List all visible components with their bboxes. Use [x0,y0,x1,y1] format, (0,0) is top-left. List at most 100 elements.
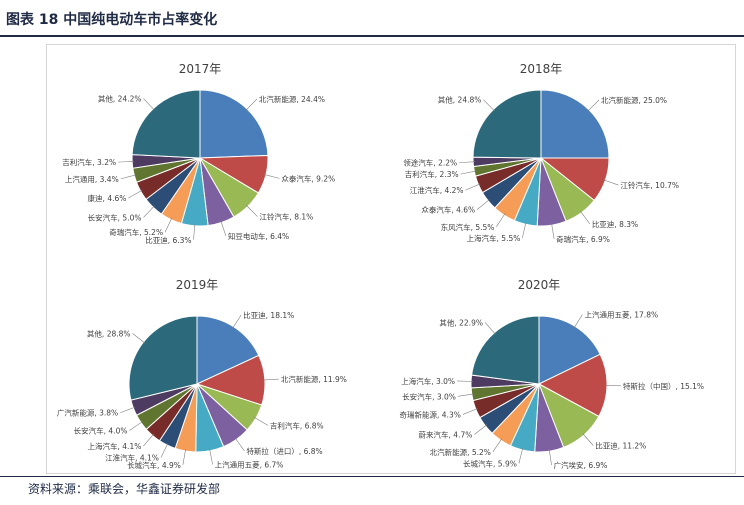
leader-line [582,433,594,446]
slice-label: 上海汽车, 3.0% [401,376,455,386]
leader-line [573,314,583,329]
slice-label: 吉利汽车, 3.2% [62,157,116,167]
leader-line [262,378,279,381]
slice-label: 知豆电动车, 6.4% [228,231,289,241]
leader-line [128,189,143,199]
slice-label: 江铃汽车, 10.7% [620,180,679,190]
pie-slice [472,89,542,159]
slice-label: 康迪, 4.6% [88,193,127,203]
leader-line [465,183,481,191]
chart-title: 2017年 [179,62,222,76]
leader-line [246,204,258,217]
slice-label: 奇瑞汽车, 6.9% [556,234,610,244]
slice-label: 广汽新能源, 3.8% [57,408,118,418]
leader-line [460,170,477,175]
leader-line [120,174,137,180]
slice-label: 比亚迪, 11.2% [595,441,646,451]
leader-line [263,174,280,179]
slice-label: 其他, 24.2% [98,94,142,104]
leader-line [580,210,591,225]
leader-line [232,314,242,329]
chart-area: 2017年北汽新能源, 24.4% 众泰汽车, 9.2% 江铃汽车, 8.1% 知豆电… [46,44,736,474]
leader-line [518,447,524,464]
leader-line [484,322,496,335]
pie-slice [199,89,269,159]
slice-label: 特斯拉（进口）, 6.8% [246,446,322,456]
slice-label: 比亚迪, 18.1% [243,310,294,320]
slice-label: 北汽新能源, 25.0% [601,95,667,105]
slice-label: 上海汽车, 4.1% [88,441,142,451]
chart-title: 2020年 [518,278,561,292]
leader-line [132,333,146,344]
slice-label: 特斯拉（中国）, 15.1% [623,381,704,391]
slice-label: 吉利汽车, 6.8% [270,420,324,430]
chart-title: 2019年 [176,278,219,292]
leader-line [193,223,196,240]
leader-line [220,220,227,236]
leader-line [245,98,258,111]
slice-label: 上汽通用五菱, 6.7% [215,460,284,470]
footer-divider [0,476,744,477]
leader-line [129,421,143,431]
leader-line [118,161,135,163]
leader-line [476,199,490,210]
figure-title: 图表 18 中国纯电动车市占率变化 [6,12,218,28]
slice-label: 奇瑞新能源, 4.3% [400,409,461,419]
leader-line [120,406,136,414]
slice-label: 领途汽车, 2.2% [403,158,457,168]
slice-label: 蔚来汽车, 4.7% [419,429,473,439]
slice-label: 江铃汽车, 8.1% [259,212,313,222]
leader-line [603,179,619,186]
leader-line [492,438,503,452]
leader-line [457,380,474,382]
slice-label: 广汽埃安, 6.9% [554,460,608,470]
slice-label: 长安汽车, 3.0% [402,391,456,401]
leader-line [253,416,268,426]
source-note: 资料来源：乘联会，华鑫证券研发部 [28,482,221,496]
slice-label: 其他, 24.8% [438,95,482,105]
slice-label: 上海汽车, 5.5% [467,233,521,243]
slice-label: 北汽新能源, 11.9% [281,374,347,384]
slice-label: 北汽新能源, 5.2% [430,447,491,457]
leader-line [551,223,555,239]
leader-line [462,408,478,415]
slice-label: 长城汽车, 5.9% [463,458,517,468]
leader-line [496,213,506,227]
leader-line [164,217,173,233]
leader-line [457,393,474,397]
slice-label: 上汽通用, 3.4% [65,174,119,184]
pie-slice [131,89,201,159]
slice-label: 比亚迪, 6.3% [145,235,191,245]
leader-line [474,424,488,435]
slice-label: 其他, 22.9% [439,317,483,327]
slice-label: 其他, 28.8% [87,328,131,338]
leader-line [182,448,186,465]
slice-label: 众泰汽车, 4.6% [421,204,475,214]
slice-label: 长安汽车, 5.0% [88,212,142,222]
slice-label: 江淮汽车, 4.2% [410,185,464,195]
leader-line [234,437,245,452]
slice-label: 北汽新能源, 24.4% [259,94,325,104]
slice-label: 长城汽车, 4.9% [127,460,181,470]
chart-title: 2018年 [520,62,563,76]
leader-line [587,99,600,112]
slice-label: 东风汽车, 5.5% [441,222,495,232]
title-divider [0,35,744,37]
leader-line [548,449,552,466]
slice-label: 江淮汽车, 4.1% [105,453,159,463]
leader-line [160,443,169,458]
slice-label: 吉利汽车, 2.3% [405,169,459,179]
slice-label: 比亚迪, 8.3% [592,219,638,229]
leader-line [209,448,213,465]
leader-line [483,99,495,112]
leader-line [522,222,527,238]
slice-label: 上汽通用五菱, 17.8% [585,309,659,319]
slice-label: 奇瑞汽车, 5.2% [109,227,163,237]
slice-label: 众泰汽车, 9.2% [281,173,335,183]
leader-line [459,161,476,163]
slice-label: 长安汽车, 4.0% [74,426,128,436]
